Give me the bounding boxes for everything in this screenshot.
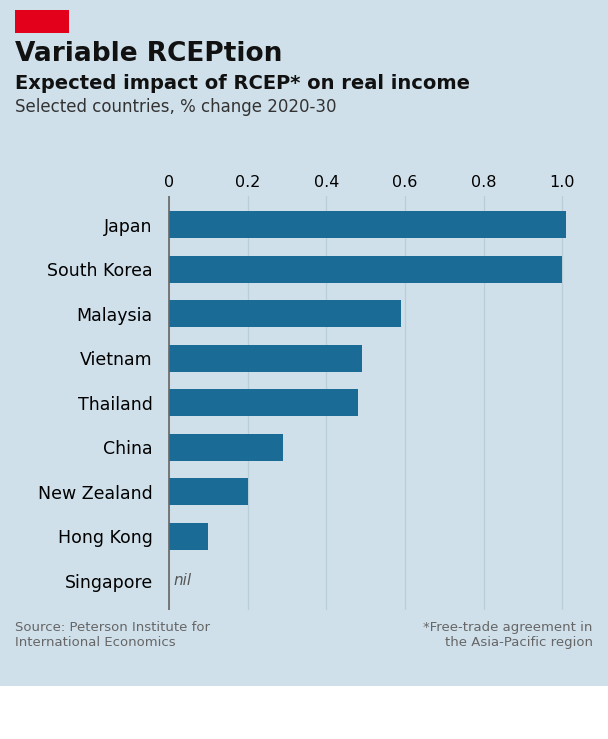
Bar (169, 211, 566, 238)
Text: Selected countries, % change 2020-30: Selected countries, % change 2020-30 (15, 98, 337, 115)
Bar (169, 478, 247, 505)
Bar (169, 434, 283, 460)
Text: *Free-trade agreement in
the Asia-Pacific region: *Free-trade agreement in the Asia-Pacifi… (423, 621, 593, 649)
Bar (169, 523, 209, 550)
Text: Variable RCEPtion: Variable RCEPtion (15, 41, 283, 67)
Text: The Economist: The Economist (15, 691, 136, 709)
Text: Source: Peterson Institute for
International Economics: Source: Peterson Institute for Internati… (15, 621, 210, 649)
Bar (169, 345, 362, 372)
Text: Expected impact of RCEP* on real income: Expected impact of RCEP* on real income (15, 74, 470, 93)
Bar (169, 301, 401, 327)
Bar (169, 256, 562, 282)
Text: nil: nil (174, 573, 192, 588)
Bar (169, 389, 358, 416)
